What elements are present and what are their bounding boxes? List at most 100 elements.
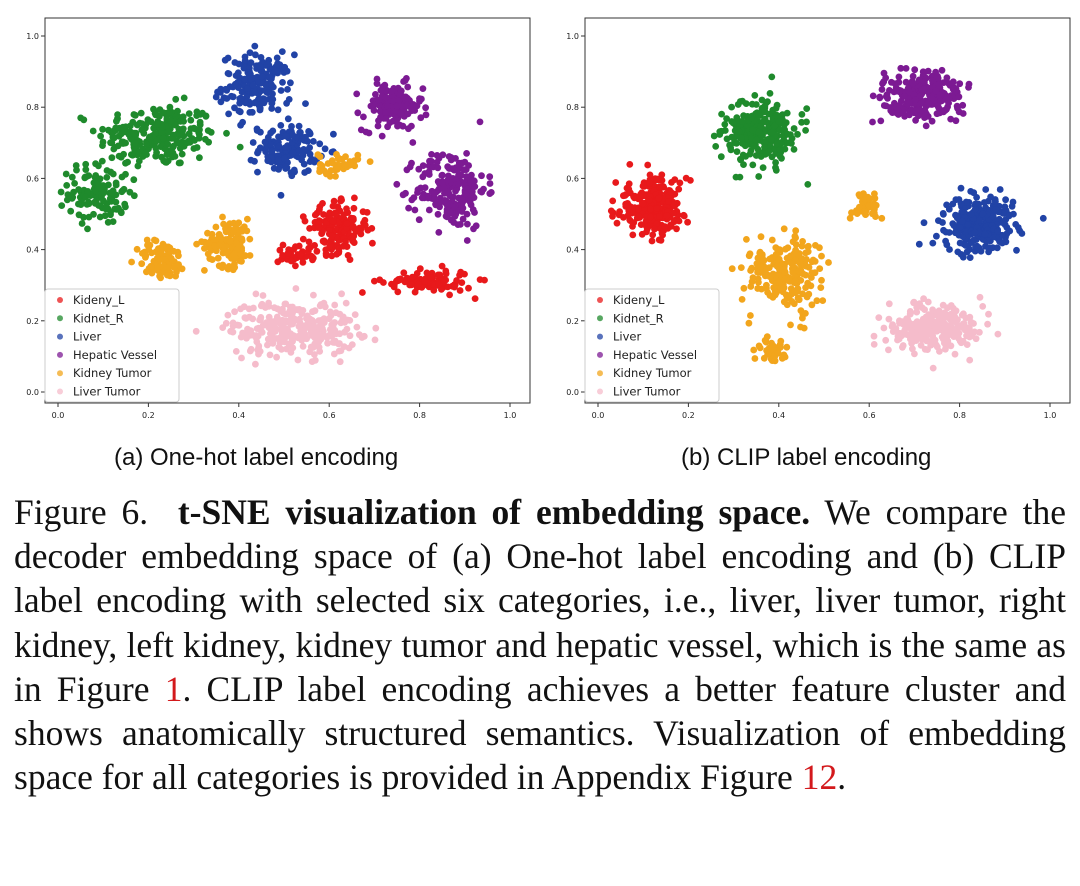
- scatter-point: [334, 154, 342, 162]
- scatter-point: [282, 144, 290, 151]
- y-tick-label: 1.0: [26, 32, 39, 41]
- scatter-point: [397, 275, 405, 283]
- legend-label: Liver Tumor: [613, 385, 681, 399]
- scatter-point: [971, 205, 979, 213]
- scatter-point: [247, 156, 255, 164]
- scatter-point: [772, 250, 780, 258]
- scatter-point: [311, 211, 319, 219]
- scatter-point: [818, 276, 825, 284]
- scatter-point: [306, 144, 313, 152]
- legend-label: Liver: [73, 330, 101, 344]
- scatter-point: [293, 306, 301, 313]
- scatter-point: [138, 120, 146, 127]
- scatter-point: [933, 343, 941, 351]
- scatter-point: [315, 224, 323, 231]
- scatter-point: [953, 213, 961, 221]
- scatter-point: [371, 277, 378, 285]
- scatter-point: [156, 106, 164, 113]
- scatter-point: [350, 204, 358, 212]
- scatter-point: [246, 252, 254, 259]
- legend-label: Kidney Tumor: [613, 366, 692, 380]
- figure-ref-link-1[interactable]: 1: [164, 668, 183, 709]
- scatter-point: [187, 125, 195, 133]
- scatter-point: [378, 132, 386, 140]
- scatter-point: [802, 271, 810, 279]
- scatter-point: [274, 156, 282, 164]
- scatter-point: [236, 108, 244, 116]
- scatter-point: [89, 127, 97, 135]
- scatter-point: [301, 217, 309, 225]
- scatter-point: [935, 81, 943, 88]
- scatter-point: [317, 336, 325, 343]
- scatter-point: [371, 336, 379, 344]
- scatter-point: [902, 65, 910, 72]
- scatter-point: [201, 267, 208, 274]
- scatter-point: [973, 194, 980, 201]
- scatter-point: [652, 220, 660, 228]
- scatter-point: [109, 133, 117, 141]
- scatter-point: [434, 271, 442, 279]
- scatter-point: [266, 73, 274, 81]
- scatter-point: [798, 262, 805, 270]
- scatter-point: [1013, 246, 1020, 254]
- scatter-point: [144, 241, 151, 249]
- scatter-point: [297, 129, 304, 136]
- scatter-point: [153, 137, 161, 145]
- scatter-point: [335, 347, 343, 355]
- scatter-point: [84, 225, 91, 233]
- scatter-point: [256, 144, 264, 152]
- scatter-point: [68, 173, 76, 181]
- scatter-point: [154, 120, 162, 128]
- x-tick-label: 0.4: [232, 411, 245, 420]
- scatter-point: [232, 348, 240, 355]
- figure-ref-link-12[interactable]: 12: [801, 757, 838, 798]
- scatter-point: [798, 118, 805, 126]
- scatter-point: [979, 210, 987, 218]
- scatter-point: [771, 357, 779, 365]
- scatter-point: [846, 214, 854, 222]
- scatter-point: [963, 199, 970, 206]
- scatter-point: [284, 86, 291, 93]
- scatter-point: [791, 232, 799, 240]
- scatter-point: [905, 319, 913, 327]
- scatter-point: [233, 245, 241, 253]
- scatter-point: [359, 289, 366, 296]
- scatter-point: [399, 122, 407, 130]
- scatter-point: [250, 304, 257, 312]
- scatter-point: [782, 245, 789, 253]
- scatter-point: [166, 103, 174, 111]
- scatter-point: [290, 332, 298, 339]
- scatter-point: [249, 81, 257, 89]
- scatter-point: [994, 330, 1002, 338]
- scatter-point: [231, 308, 239, 316]
- scatter-point: [754, 268, 761, 276]
- scatter-point: [63, 196, 71, 204]
- legend: Kideny_L Kidnet_R Liver Hepatic Vessel Kidne…: [584, 288, 720, 403]
- y-tick-label: 0.2: [566, 317, 579, 326]
- scatter-point: [164, 128, 172, 136]
- scatter-point: [372, 91, 379, 98]
- scatter-point: [777, 284, 785, 292]
- scatter-point: [920, 219, 928, 227]
- scatter-point: [790, 146, 798, 153]
- scatter-point: [273, 54, 281, 62]
- scatter-point: [131, 140, 139, 147]
- scatter-point: [377, 87, 385, 94]
- scatter-point: [103, 174, 111, 181]
- scatter-point: [447, 210, 454, 217]
- scatter-point: [91, 198, 99, 206]
- scatter-point: [761, 102, 769, 110]
- legend-label: Kidney Tumor: [73, 366, 152, 380]
- scatter-point: [311, 356, 319, 364]
- scatter-point: [227, 327, 235, 335]
- scatter-point: [971, 228, 979, 236]
- scatter-point: [940, 331, 948, 339]
- legend-marker: [597, 351, 603, 358]
- scatter-point: [299, 235, 307, 243]
- scatter-point: [133, 245, 141, 253]
- scatter-point: [895, 73, 903, 81]
- scatter-point: [442, 270, 450, 278]
- scatter-point: [789, 268, 797, 276]
- scatter-point: [230, 251, 238, 258]
- subcaption-a: (a) One-hot label encoding: [114, 444, 399, 471]
